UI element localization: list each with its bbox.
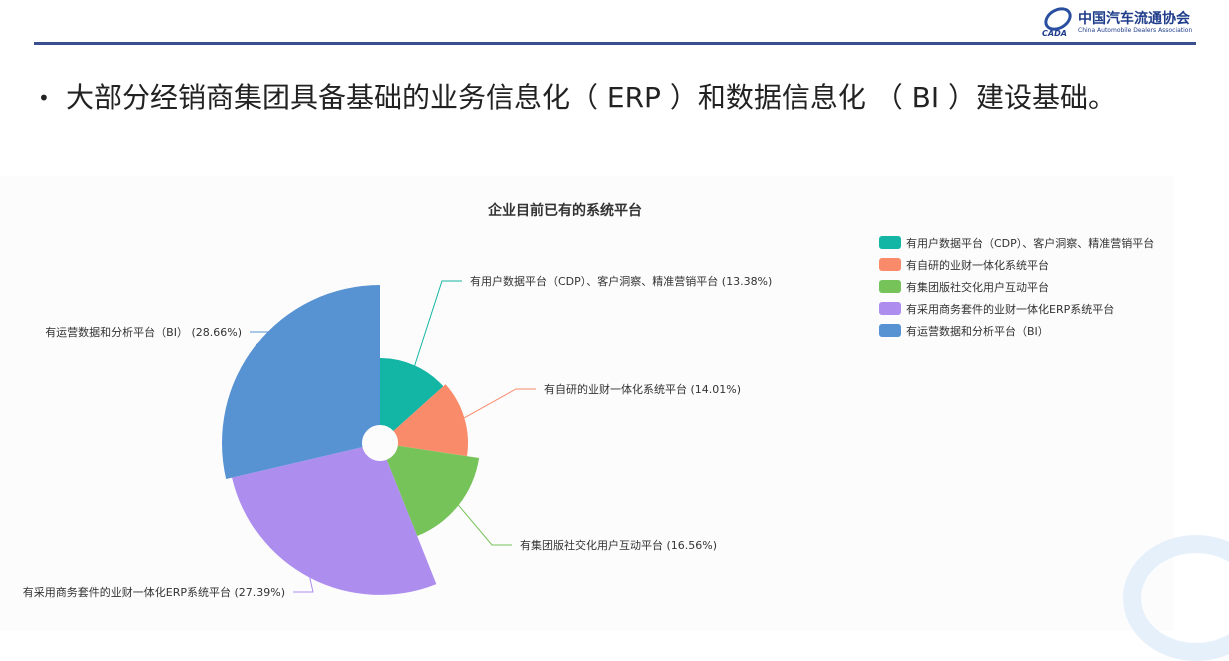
- rose-slice: [386, 445, 480, 537]
- legend-item: 有自研的业财一体化系统平台: [906, 258, 1049, 272]
- svg-text:CADA: CADA: [1042, 29, 1067, 38]
- logo-emblem-icon: CADA: [1042, 7, 1072, 38]
- rose-slice: [232, 447, 437, 595]
- rose-slice: [393, 384, 469, 457]
- logo-subtext: China Automobile Dealers Association: [1078, 27, 1193, 34]
- legend-item: 有用户数据平台（CDP）、客户洞察、精准营销平台: [906, 236, 1154, 250]
- legend-swatch: [879, 258, 901, 271]
- label-leader-line: [458, 504, 512, 546]
- rose-slice: [221, 285, 380, 480]
- legend-item: 有集团版社交化用户互动平台: [906, 280, 1049, 294]
- rose-slice: [380, 358, 444, 431]
- label-leader-line: [414, 280, 462, 366]
- rose-chart: 企业目前已有的系统平台 有用户数据平台（CDP）、客户洞察、精准营销平台 (13…: [0, 176, 1174, 631]
- legend-item: 有采用商务套件的业财一体化ERP系统平台: [906, 302, 1114, 316]
- slice-label: 有采用商务套件的业财一体化ERP系统平台 (27.39%): [23, 585, 285, 599]
- logo: CADA 中国汽车流通协会 China Automobile Dealers A…: [1040, 6, 1200, 38]
- slice-label: 有用户数据平台（CDP）、客户洞察、精准营销平台 (13.38%): [470, 274, 772, 288]
- chart-svg: 企业目前已有的系统平台 有用户数据平台（CDP）、客户洞察、精准营销平台 (13…: [23, 202, 1155, 599]
- bullet-dot: •: [38, 86, 50, 110]
- logo-text: 中国汽车流通协会: [1078, 11, 1190, 27]
- legend-swatch: [879, 324, 901, 337]
- legend-swatch: [879, 302, 901, 315]
- chart-title: 企业目前已有的系统平台: [487, 202, 642, 219]
- slice-label: 有集团版社交化用户互动平台 (16.56%): [520, 538, 717, 552]
- label-leader-line: [250, 331, 272, 346]
- legend-swatch: [879, 280, 901, 293]
- slice-label: 有自研的业财一体化系统平台 (14.01%): [544, 382, 741, 396]
- legend-item: 有运营数据和分析平台（BI）: [906, 324, 1049, 338]
- label-leader-line: [464, 388, 536, 419]
- label-leader-line: [293, 577, 314, 593]
- legend-swatch: [879, 236, 901, 249]
- bullet-text: 大部分经销商集团具备基础的业务信息化（ ERP ）和数据信息化 （ BI ）建设…: [66, 81, 1117, 114]
- header-divider: [34, 42, 1196, 45]
- slice-label: 有运营数据和分析平台（BI） (28.66%): [45, 325, 242, 339]
